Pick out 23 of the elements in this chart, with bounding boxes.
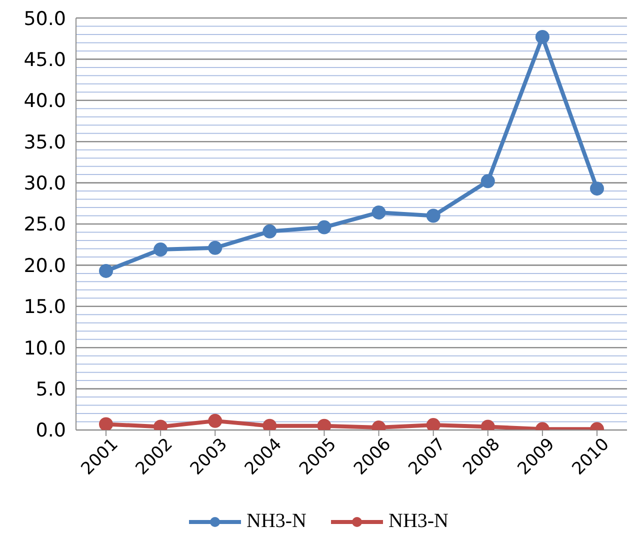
legend-label: NH3-N bbox=[388, 510, 448, 533]
y-tick-label: 40.0 bbox=[24, 90, 66, 112]
y-tick-label: 20.0 bbox=[24, 254, 66, 277]
y-tick-label: 45.0 bbox=[24, 48, 66, 71]
y-tick-label: 5.0 bbox=[36, 378, 66, 401]
y-tick-label: 0.0 bbox=[36, 420, 66, 442]
point bbox=[590, 182, 604, 196]
legend-label: NH3-N bbox=[246, 510, 306, 533]
y-tick-label: 15.0 bbox=[24, 296, 66, 318]
point bbox=[480, 174, 495, 188]
y-tick-label: 35.0 bbox=[24, 131, 66, 154]
point bbox=[208, 240, 222, 255]
y-tick-label: 10.0 bbox=[24, 337, 66, 360]
y-tick-label: 50.0 bbox=[24, 8, 66, 30]
point bbox=[317, 220, 332, 234]
point bbox=[372, 205, 386, 220]
point bbox=[154, 242, 168, 257]
point bbox=[99, 417, 113, 430]
y-tick-label: 30.0 bbox=[24, 172, 66, 195]
point bbox=[99, 264, 113, 278]
y-tick-label: 25.0 bbox=[24, 214, 66, 236]
point bbox=[262, 224, 277, 238]
point bbox=[426, 208, 440, 223]
